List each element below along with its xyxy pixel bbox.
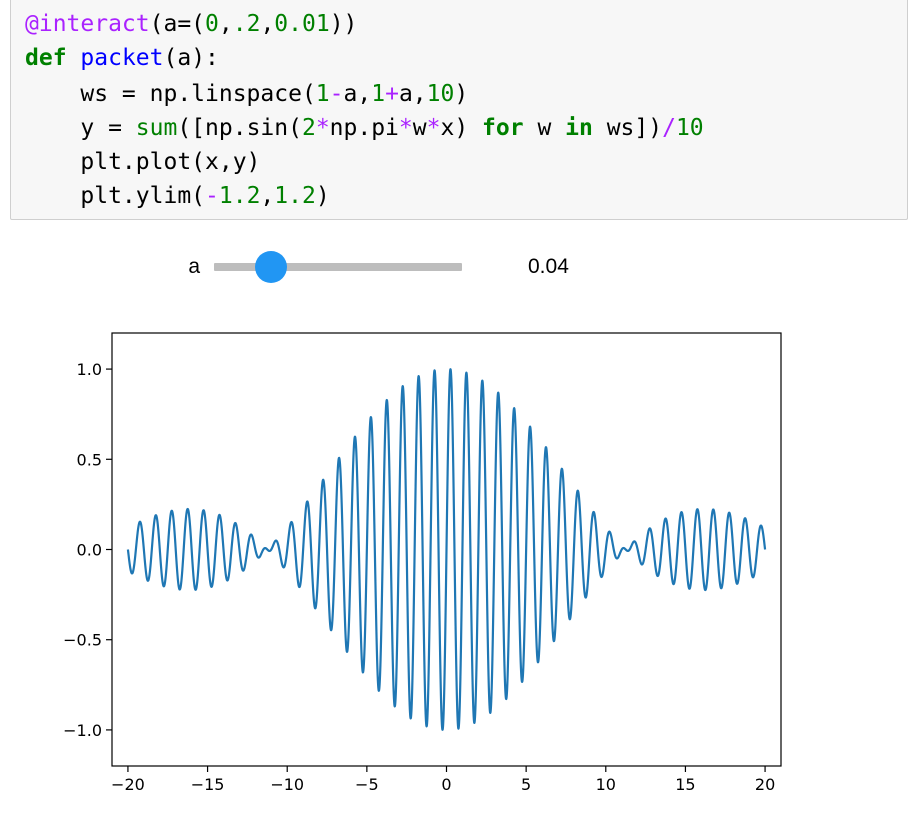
code-line: ws = np.linspace(1-a,1+a,10) <box>25 78 468 110</box>
code-token: (a=( <box>149 11 206 37</box>
code-token: * <box>315 115 330 141</box>
code-token: 2 <box>301 115 316 141</box>
code-token: 10 <box>675 115 704 141</box>
code-token: 1.2 <box>274 183 316 209</box>
x-tick-label: −5 <box>355 775 379 794</box>
code-token: ) <box>454 81 469 107</box>
slider-value-readout: 0.04 <box>528 255 569 278</box>
y-tick-label: −0.5 <box>63 631 102 650</box>
code-token: 10 <box>426 81 455 107</box>
code-token: ws]) <box>592 115 663 141</box>
code-token: packet <box>80 45 164 71</box>
code-line: @interact(a=(0,.2,0.01)) <box>25 8 357 40</box>
code-line: def packet(a): <box>25 42 219 74</box>
slider-thumb[interactable] <box>254 251 287 283</box>
code-token: a, <box>343 81 372 107</box>
code-token: plt.plot(x,y) <box>25 149 261 175</box>
code-token: , <box>260 183 275 209</box>
code-token: , <box>260 11 275 37</box>
code-token: - <box>205 183 219 209</box>
slider-label: a <box>188 255 200 278</box>
y-tick-label: −1.0 <box>63 721 102 740</box>
x-tick-label: 15 <box>675 775 695 794</box>
line-chart: −20 −15 −10 −5 0 5 10 15 20 −1.0 −0.5 0.0 0.5 1.0 <box>63 332 782 794</box>
code-token: * <box>426 115 441 141</box>
code-token: a, <box>398 81 427 107</box>
slider-widget: a 0.04 <box>0 240 912 300</box>
code-line: y = sum([np.sin(2*np.pi*w*x) for w in ws… <box>25 112 704 144</box>
code-token: 0.01 <box>274 11 330 37</box>
code-cell[interactable]: @interact(a=(0,.2,0.01)) def packet(a): w… <box>10 0 908 220</box>
plot-output: −20 −15 −10 −5 0 5 10 15 20 −1.0 −0.5 0.0 0.5 1.0 <box>0 318 912 817</box>
code-token: ([np.sin( <box>177 115 302 141</box>
code-token: , <box>218 11 233 37</box>
code-token: 1 <box>315 81 330 107</box>
code-token: plt.ylim( <box>25 183 206 209</box>
code-token: 1 <box>371 81 386 107</box>
x-tick-label: −20 <box>111 775 145 794</box>
code-token: y = <box>25 115 136 141</box>
code-token: w <box>412 115 427 141</box>
code-line: plt.ylim(-1.2,1.2) <box>25 180 330 212</box>
code-token: .2 <box>232 11 261 37</box>
x-tick-label: −10 <box>270 775 304 794</box>
code-token: * <box>398 115 413 141</box>
x-tick-label: 5 <box>521 775 531 794</box>
x-tick-label: −15 <box>191 775 225 794</box>
code-token: / <box>662 115 676 141</box>
x-tick-label: 20 <box>755 775 775 794</box>
code-token: for <box>482 115 524 141</box>
code-token: 0 <box>205 11 219 37</box>
code-token: @interact <box>25 11 150 37</box>
y-tick-label: 1.0 <box>77 360 102 379</box>
code-token: w <box>523 115 566 141</box>
code-token: np.pi <box>329 115 399 141</box>
code-token: in <box>565 115 593 141</box>
code-token <box>67 45 81 71</box>
slider-track[interactable] <box>214 263 462 271</box>
series-line <box>126 368 767 731</box>
code-token: sum <box>135 115 178 141</box>
code-token: (a): <box>163 45 219 71</box>
code-line: plt.plot(x,y) <box>25 146 260 178</box>
code-token: ) <box>315 183 330 209</box>
code-token: + <box>385 81 399 107</box>
code-token: - <box>329 81 344 107</box>
code-token: def <box>25 45 67 71</box>
code-token: 1.2 <box>218 183 261 209</box>
x-tick-label: 10 <box>596 775 616 794</box>
code-token: ws = np.linspace( <box>25 81 316 107</box>
x-tick-label: 0 <box>441 775 451 794</box>
code-token: )) <box>329 11 358 37</box>
code-token: x) <box>440 115 483 141</box>
y-tick-label: 0.5 <box>77 450 102 469</box>
y-tick-label: 0.0 <box>77 541 102 560</box>
